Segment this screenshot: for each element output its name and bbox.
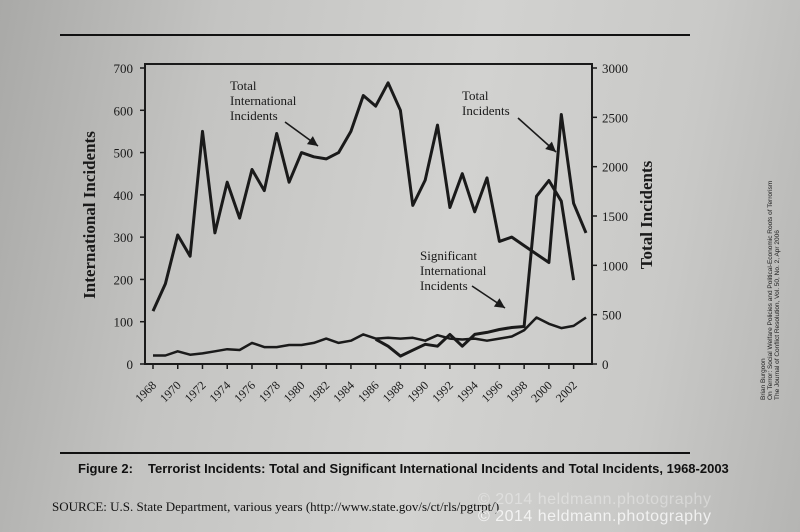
x-tick-label: 1982 bbox=[305, 378, 332, 405]
top-rule bbox=[60, 34, 690, 36]
x-tick-label: 1994 bbox=[454, 378, 481, 405]
y-axis-label: International Incidents bbox=[80, 131, 99, 299]
y-tick-label: 0 bbox=[127, 357, 134, 372]
x-tick-label: 1986 bbox=[355, 378, 382, 405]
x-tick-label: 2000 bbox=[528, 378, 555, 405]
annotation-significant-international-line: International bbox=[420, 263, 487, 278]
y2-tick-label: 3000 bbox=[602, 61, 628, 76]
x-tick-label: 1976 bbox=[231, 378, 258, 405]
annotation-total-international-line: Incidents bbox=[230, 108, 278, 123]
x-tick-label: 1974 bbox=[206, 378, 233, 405]
x-tick-label: 1990 bbox=[404, 378, 431, 405]
x-tick-label: 2002 bbox=[553, 378, 580, 405]
x-tick-label: 1992 bbox=[429, 378, 456, 405]
annotation-significant-international-arrowhead bbox=[493, 298, 505, 308]
y-tick-label: 500 bbox=[114, 146, 134, 161]
x-tick-label: 1996 bbox=[479, 378, 506, 405]
annotation-significant-international-line: Significant bbox=[420, 248, 477, 263]
figure-label: Figure 2: bbox=[78, 461, 133, 476]
watermark: © 2014 heldmann.photography bbox=[478, 508, 712, 525]
annotation-total-incidents-line: Incidents bbox=[462, 103, 510, 118]
x-tick-label: 1988 bbox=[380, 378, 407, 405]
total-international-incidents-line bbox=[151, 81, 588, 312]
total-incidents-line bbox=[374, 179, 576, 358]
figure-caption: Figure 2: Terrorist Incidents: Total and … bbox=[78, 460, 738, 477]
y2-tick-label: 2000 bbox=[602, 160, 628, 175]
x-tick-label: 1968 bbox=[132, 378, 159, 405]
y-tick-label: 700 bbox=[114, 61, 134, 76]
y-tick-label: 400 bbox=[114, 188, 134, 203]
citation-author: Brian Burgoon bbox=[760, 358, 767, 400]
x-tick-label: 1998 bbox=[503, 378, 530, 405]
plot-frame bbox=[144, 63, 593, 365]
x-tick-label: 1980 bbox=[281, 378, 308, 405]
x-tick-label: 1978 bbox=[256, 378, 283, 405]
y2-tick-label: 500 bbox=[602, 308, 622, 323]
y2-tick-label: 0 bbox=[602, 357, 609, 372]
y-tick-label: 200 bbox=[114, 272, 134, 287]
annotation-total-incidents-arrowhead bbox=[545, 141, 556, 152]
bottom-rule bbox=[60, 452, 690, 454]
source-note: SOURCE: U.S. State Department, various y… bbox=[52, 499, 500, 514]
citation-title: On Terror: Social Welfare Policies and P… bbox=[767, 180, 774, 400]
y-tick-label: 100 bbox=[114, 315, 134, 330]
annotation-total-incidents-line: Total bbox=[462, 88, 489, 103]
x-tick-label: 1972 bbox=[182, 378, 209, 405]
y-tick-label: 300 bbox=[114, 230, 134, 245]
annotation-total-international-arrowhead bbox=[306, 136, 318, 146]
y2-tick-label: 1500 bbox=[602, 209, 628, 224]
citation-journal: The Journal of Conflict Resolution, Vol.… bbox=[774, 230, 781, 400]
annotation-total-international-line: Total bbox=[230, 78, 257, 93]
x-tick-label: 1970 bbox=[157, 378, 184, 405]
watermark-shadow: © 2014 heldmann.photography bbox=[478, 491, 712, 508]
side-citation: Brian Burgoon On Terror: Social Welfare … bbox=[760, 181, 782, 400]
annotation-total-international-line: International bbox=[230, 93, 297, 108]
figure-title: Terrorist Incidents: Total and Significa… bbox=[148, 461, 729, 476]
y2-tick-label: 2500 bbox=[602, 110, 628, 125]
x-tick-label: 1984 bbox=[330, 378, 357, 405]
y2-tick-label: 1000 bbox=[602, 258, 628, 273]
y-tick-label: 600 bbox=[114, 103, 134, 118]
significant-international-incidents-line bbox=[153, 316, 587, 357]
y2-axis-label: Total Incidents bbox=[637, 160, 656, 269]
annotation-significant-international-line: Incidents bbox=[420, 278, 468, 293]
